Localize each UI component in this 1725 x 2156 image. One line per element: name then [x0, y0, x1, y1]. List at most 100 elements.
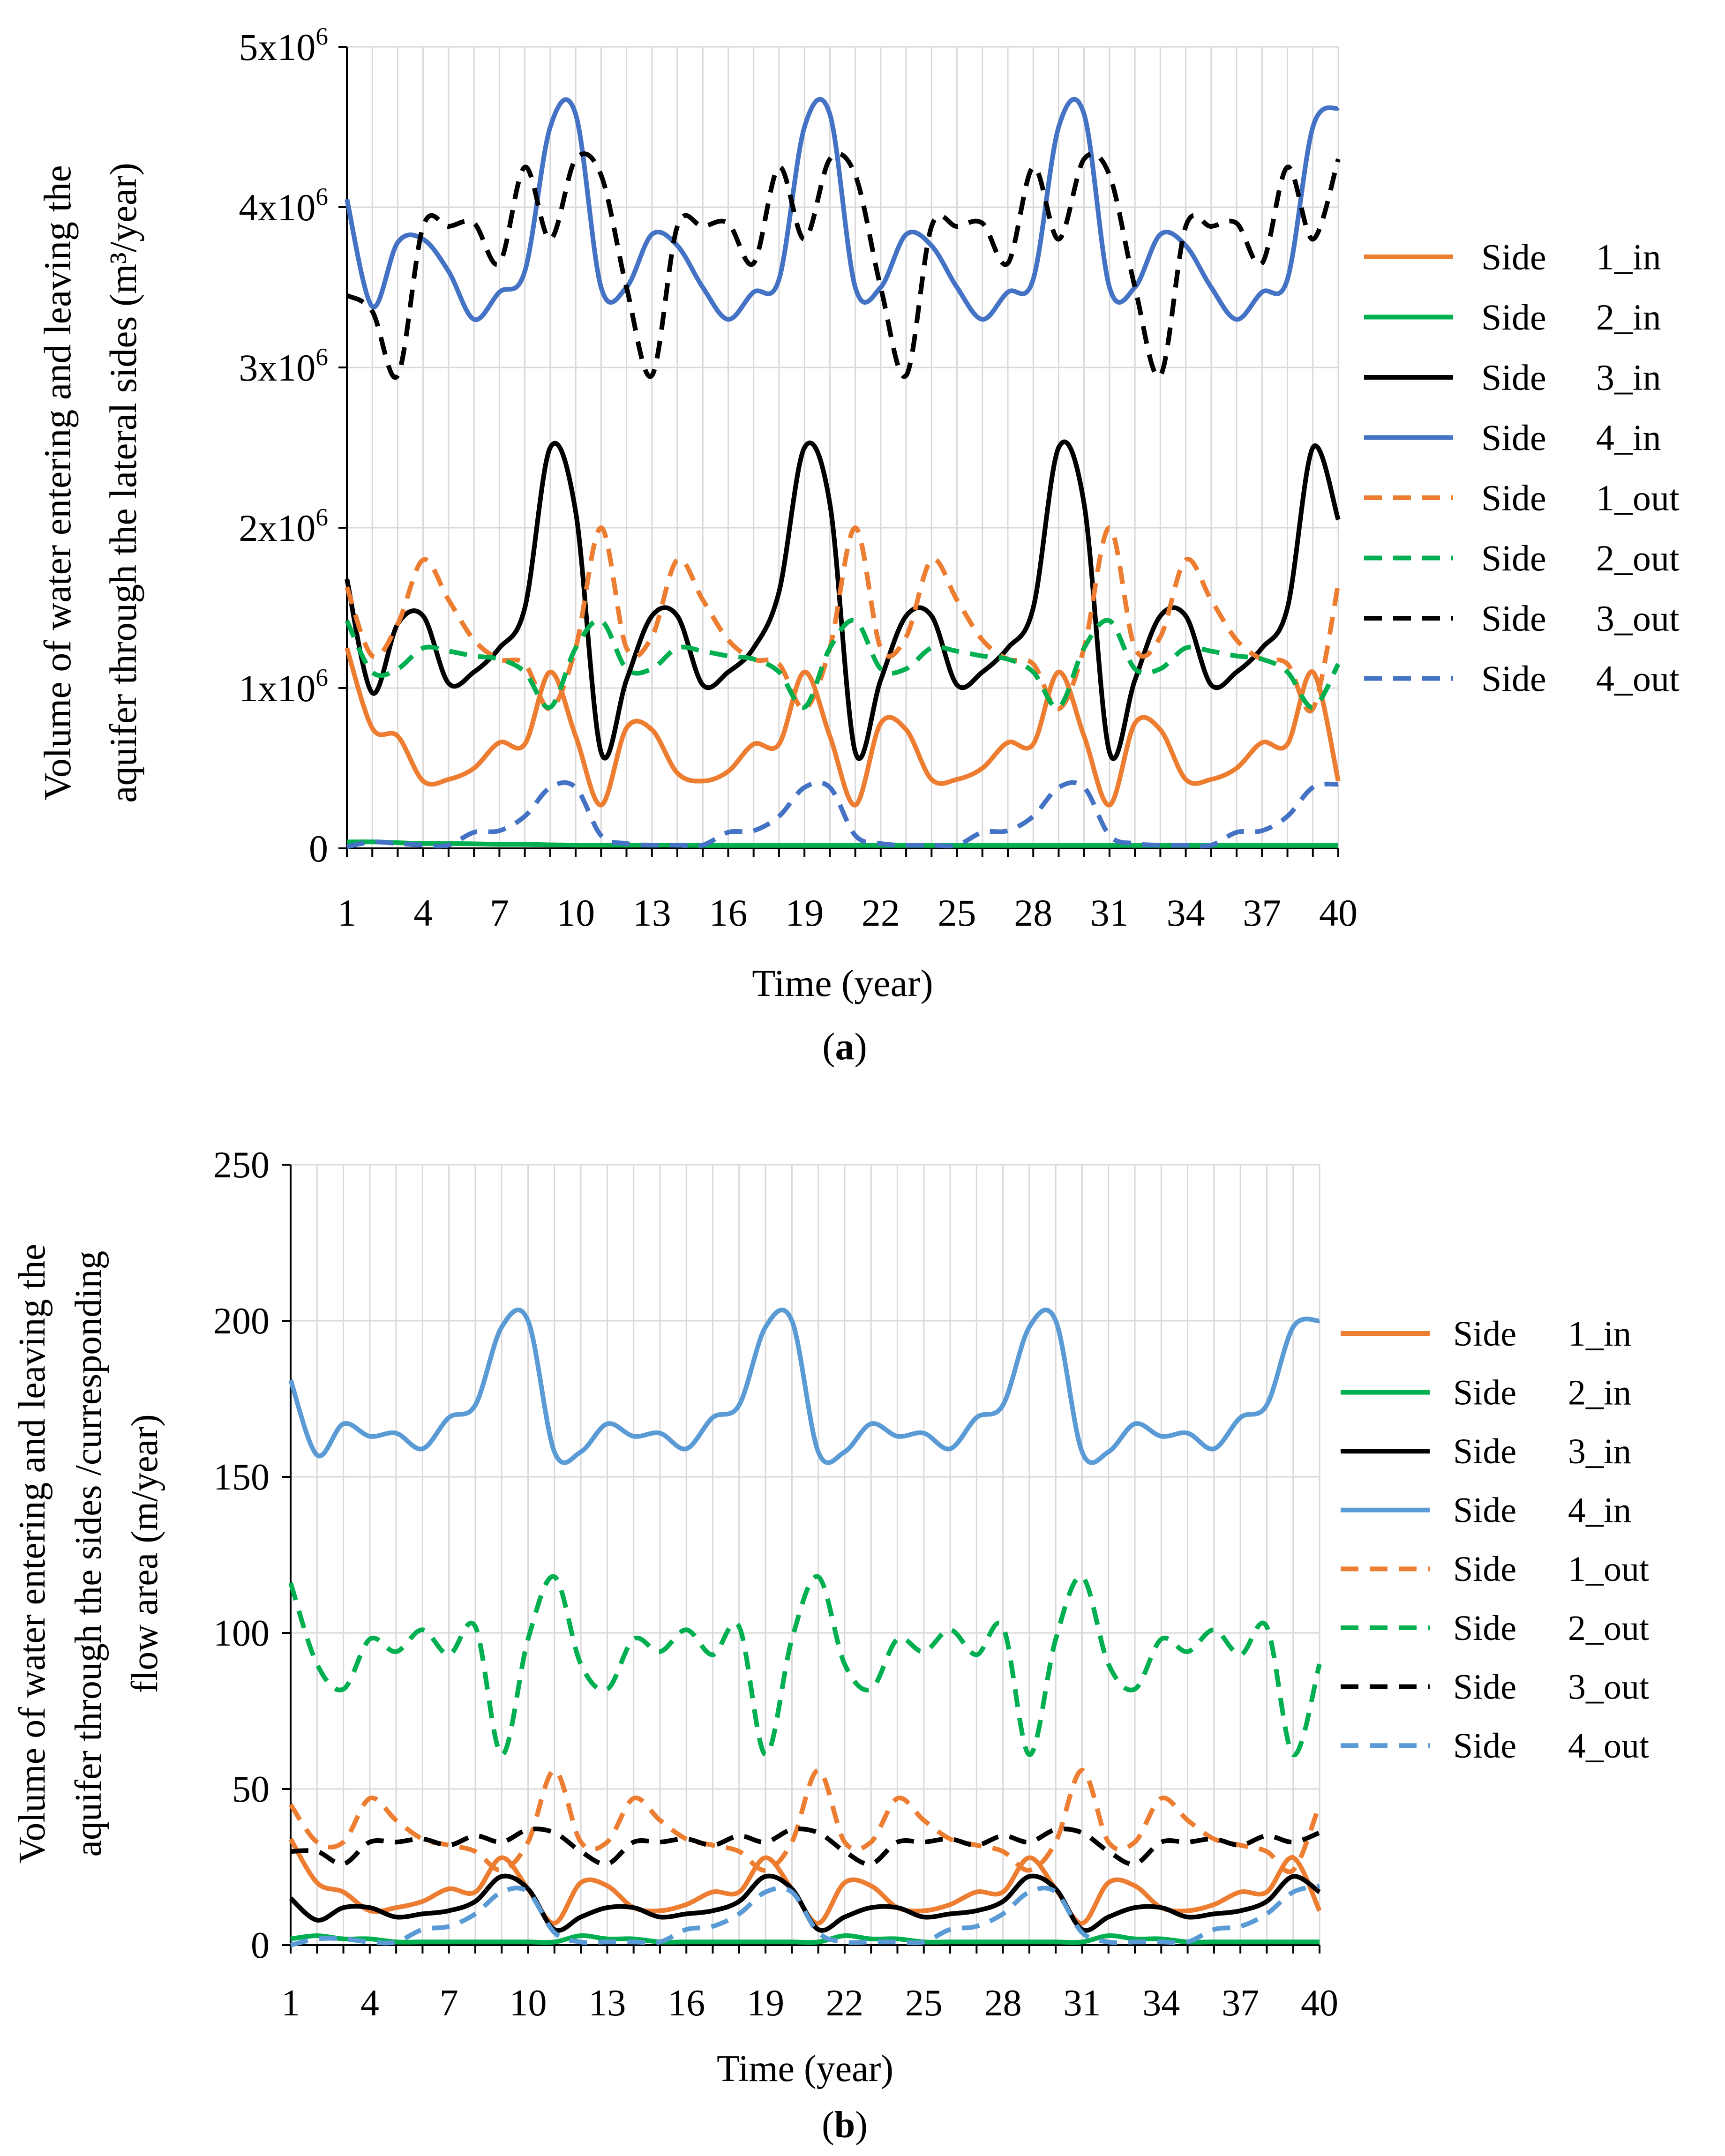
legend-label-side: Side	[1481, 538, 1546, 578]
y-tick-label: 5x106	[239, 22, 328, 68]
legend: Side 1_in Side 2_in Side 3_in Side 4_in Side 1_ou…	[1341, 1314, 1649, 1766]
legend-label-code: 3_in	[1568, 1432, 1631, 1471]
y-tick-base: 150	[213, 1457, 270, 1498]
y-tick-base: 0	[309, 827, 328, 870]
series-line-3-in	[289, 1873, 1321, 1933]
x-axis-title: Time (year)	[752, 962, 933, 1004]
x-tick-label: 13	[588, 1983, 626, 2024]
x-tick-label: 16	[709, 891, 747, 934]
x-axis-title: Time (year)	[717, 2048, 893, 2089]
x-tick-label: 34	[1167, 891, 1205, 934]
series-line-2-out	[288, 1574, 1322, 1758]
y-tick-label: 4x106	[239, 183, 328, 229]
y-tick-label: 250	[213, 1145, 270, 1186]
legend-label-code: 3_in	[1596, 357, 1661, 398]
x-tick-label: 13	[633, 891, 671, 934]
x-tick-label: 31	[1063, 1983, 1101, 2024]
y-tick-base: 250	[213, 1145, 270, 1186]
y-axis-title-line: flow area (m/year)	[124, 1414, 165, 1693]
y-tick-exponent: 6	[315, 343, 328, 371]
y-tick-label: 3x106	[239, 343, 328, 389]
y-tick-base: 1x10	[239, 667, 315, 710]
legend-label-side: Side	[1481, 598, 1546, 639]
y-axis-title-line: Volume of water entering and leaving the	[36, 165, 79, 801]
legend-label-code: 4_in	[1568, 1491, 1631, 1530]
x-tick-label: 4	[413, 891, 433, 934]
x-tick-label: 40	[1301, 1983, 1338, 2024]
series-line-1-out	[288, 1768, 1322, 1874]
legend-label-side: Side	[1453, 1314, 1516, 1354]
legend-label-side: Side	[1481, 478, 1546, 518]
series-line-2-in	[290, 1933, 1320, 1945]
y-tick-base: 0	[251, 1925, 270, 1966]
legend-label-code: 1_in	[1596, 237, 1661, 277]
x-tick-label: 34	[1142, 1983, 1180, 2024]
y-tick-exponent: 6	[315, 183, 328, 210]
series-line-4-out	[346, 780, 1339, 849]
y-tick-base: 2x10	[239, 507, 315, 549]
y-tick-base: 50	[232, 1769, 270, 1810]
legend-label-side: Side	[1453, 1726, 1516, 1766]
chart-panel-a: 1 4 7 10 13 16 19 22 25 28 31 34 37 4001x1062x1063x10…	[36, 22, 1680, 1068]
legend-label-code: 1_out	[1596, 478, 1680, 518]
legend-label-side: Side	[1453, 1550, 1516, 1589]
series-line-1-in	[345, 647, 1341, 808]
y-tick-label: 0	[251, 1925, 270, 1966]
y-tick-label: 0	[309, 827, 328, 870]
legend-label-code: 4_out	[1596, 658, 1680, 699]
legend-label-code: 4_out	[1568, 1726, 1649, 1766]
x-tick-label: 7	[440, 1983, 458, 2024]
panel-label-open: (	[822, 1025, 835, 1068]
y-tick-exponent: 6	[315, 22, 328, 50]
legend-label-code: 1_out	[1568, 1550, 1649, 1589]
chart-panel-b: 1 4 7 10 13 16 19 22 25 28 31 34 37 40 0 50 100 150 200 250…	[12, 1145, 1649, 2146]
series-line-3-out	[345, 151, 1341, 380]
series-line-4-in	[288, 1307, 1320, 1465]
legend-label-code: 3_out	[1568, 1667, 1649, 1707]
panel-label-letter: b	[834, 2104, 855, 2146]
legend-label-side: Side	[1453, 1432, 1516, 1471]
y-tick-base: 5x10	[239, 26, 315, 68]
series-line-4-out	[290, 1883, 1320, 1947]
series-line-2-out	[345, 618, 1341, 710]
legend-label-code: 2_in	[1568, 1373, 1631, 1412]
legend-label-side: Side	[1481, 297, 1546, 337]
x-tick-label: 7	[490, 891, 509, 934]
panel-label-letter: a	[835, 1025, 855, 1068]
x-tick-label: 16	[668, 1983, 705, 2024]
legend-label-side: Side	[1453, 1373, 1516, 1412]
panel-label-close: )	[855, 1025, 867, 1068]
x-tick-label: 37	[1222, 1983, 1259, 2024]
x-tick-label: 19	[747, 1983, 784, 2024]
legend-label-side: Side	[1453, 1667, 1516, 1707]
legend-label-code: 2_out	[1596, 538, 1680, 578]
legend-label-code: 4_in	[1596, 417, 1661, 458]
y-tick-label: 150	[213, 1457, 270, 1498]
y-axis-title-line: Volume of water entering and leaving the	[12, 1244, 53, 1864]
legend-label-side: Side	[1481, 417, 1546, 458]
y-tick-label: 1x106	[239, 664, 328, 710]
x-tick-label: 1	[281, 1983, 300, 2024]
series-line-4-in	[345, 97, 1340, 322]
y-tick-label: 50	[232, 1769, 270, 1810]
series-line-3-out	[290, 1827, 1320, 1867]
x-tick-label: 22	[862, 891, 900, 934]
legend-label-side: Side	[1453, 1491, 1516, 1530]
x-tick-label: 10	[510, 1983, 547, 2024]
y-tick-label: 200	[213, 1301, 270, 1342]
legend-label-code: 2_in	[1596, 297, 1661, 337]
y-tick-base: 4x10	[239, 186, 315, 229]
legend-label-side: Side	[1453, 1609, 1516, 1648]
legend: Side 1_in Side 2_in Side 3_in Side 4_in Side 1_ou…	[1364, 237, 1680, 699]
y-tick-base: 200	[213, 1301, 270, 1342]
y-tick-exponent: 6	[315, 664, 328, 691]
panel-label-close: )	[855, 2104, 868, 2146]
y-tick-exponent: 6	[315, 503, 328, 531]
y-axis-title-line: aquifer through the sides /curresponding	[68, 1250, 109, 1857]
y-axis-title-line: aquifer through the lateral sides (m³/ye…	[102, 163, 144, 803]
series-line-3-in	[345, 439, 1341, 761]
x-tick-label: 25	[938, 891, 976, 934]
series-line-1-out	[345, 525, 1341, 713]
